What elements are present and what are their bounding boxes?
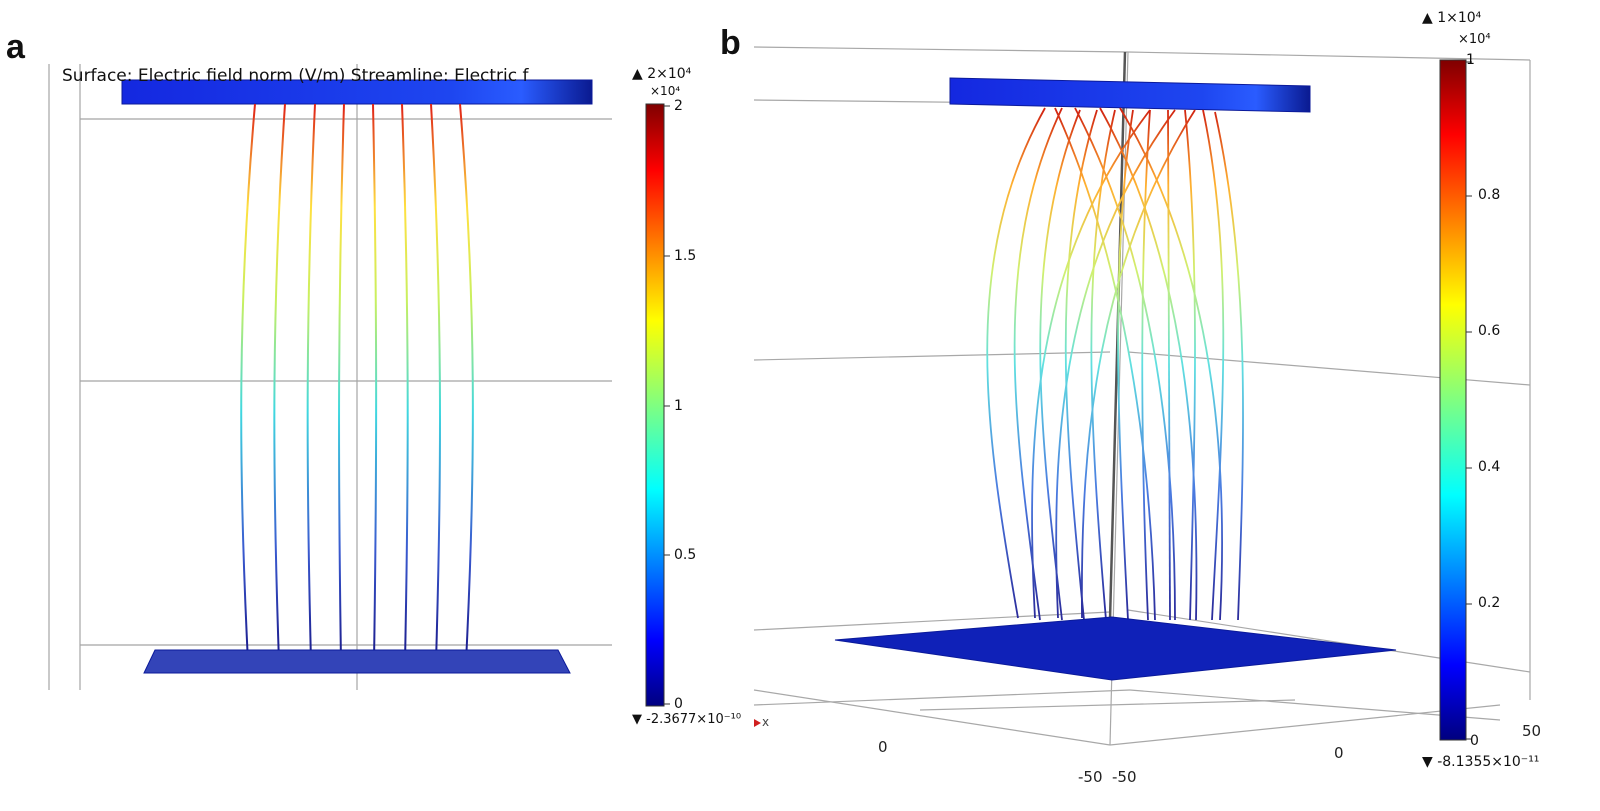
panel-a-grid <box>48 64 612 690</box>
panel-b-axis-tick: -50 <box>1078 768 1103 786</box>
panel-a-colorbar-tick: 0 <box>674 696 683 712</box>
panel-b-axis-tick: -50 <box>1112 768 1137 786</box>
panel-a-letter: a <box>6 28 25 66</box>
panel-a-top-electrode <box>121 79 593 105</box>
panel-a-colorbar-tick: 1 <box>674 398 683 414</box>
panel-a-colorbar-ticks <box>664 105 670 705</box>
panel-b-axis-tick: 0 <box>878 738 888 756</box>
panel-b-colorbar-tick: 0.2 <box>1478 595 1501 611</box>
panel-b-colorbar-tick: 0 <box>1470 733 1479 749</box>
panel-b-colorbar-tick: 0.6 <box>1478 323 1501 339</box>
panel-b-colorbar <box>1439 59 1467 741</box>
panel-b-bottom-electrode <box>834 616 1397 681</box>
panel-b-colorbar-min: ▼ -8.1355×10⁻¹¹ <box>1422 754 1540 770</box>
panel-a-colorbar-tick: 1.5 <box>674 248 697 264</box>
panel-a-x-axis-arrow <box>754 719 761 727</box>
panel-b-colorbar-tick: 0.4 <box>1478 459 1501 475</box>
panel-a-colorbar-max: ▲ 2×10⁴ <box>632 66 692 82</box>
panel-a-colorbar-exponent: ×10⁴ <box>650 84 681 98</box>
panel-b-colorbar-max: ▲ 1×10⁴ <box>1422 10 1482 26</box>
panel-a-title: Surface: Electric field norm (V/m) Strea… <box>62 66 529 86</box>
panel-b-axis-tick: 50 <box>1522 722 1542 740</box>
panel-b-colorbar-tick: 1 <box>1466 52 1475 68</box>
panel-a-bottom-electrode <box>143 649 571 674</box>
panel-b-colorbar-exponent: ×10⁴ <box>1458 32 1491 47</box>
panel-a-streamlines <box>240 103 474 663</box>
panel-a-colorbar-min: ▼ -2.3677×10⁻¹⁰ <box>632 712 742 727</box>
panel-b-axis-tick: 0 <box>1334 744 1344 762</box>
panel-a-colorbar <box>645 103 665 707</box>
panel-b-top-electrode <box>949 77 1311 113</box>
panel-b-streamlines <box>986 107 1244 621</box>
panel-a-colorbar-tick: 0.5 <box>674 547 697 563</box>
panel-b-letter: b <box>720 24 741 62</box>
panel-b-colorbar-ticks <box>1466 61 1472 740</box>
panel-a-colorbar-tick: 2 <box>674 98 683 114</box>
panel-b-colorbar-tick: 0.8 <box>1478 187 1501 203</box>
panel-a-axis-marker: x <box>762 715 770 729</box>
